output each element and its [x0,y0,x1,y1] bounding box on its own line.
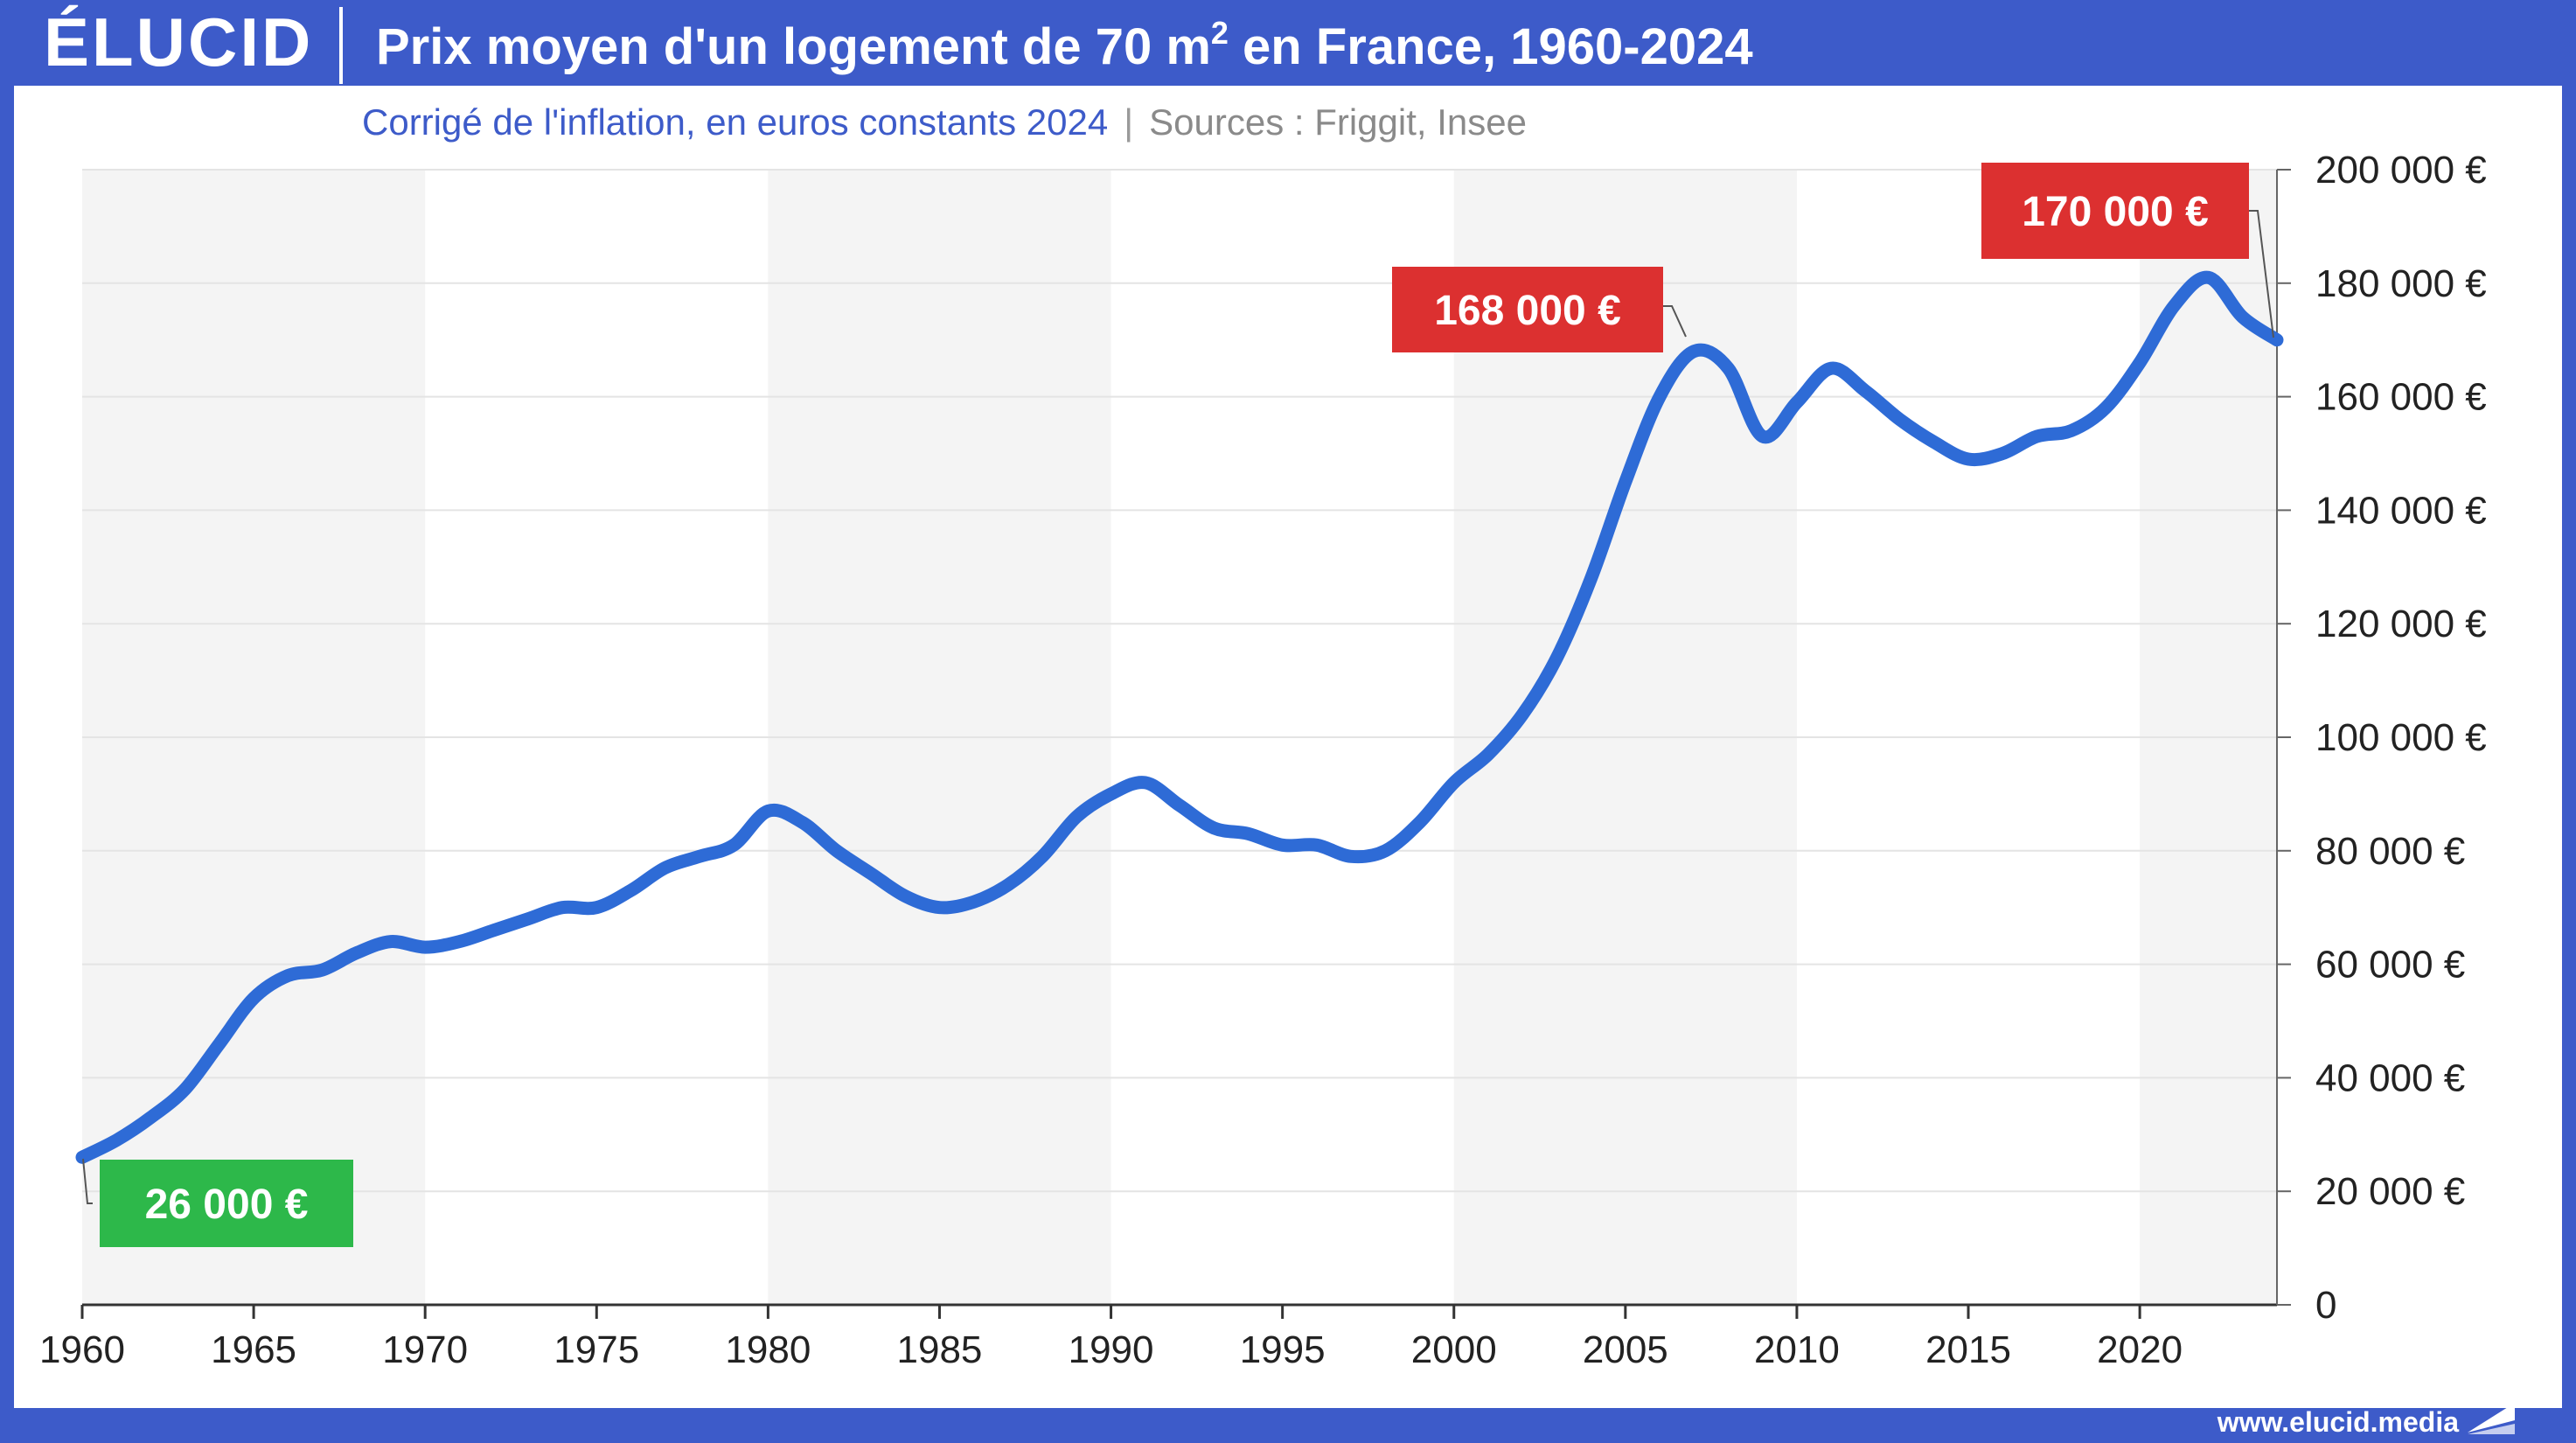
x-tick-label: 2015 [1925,1328,2011,1371]
x-tick-label: 1990 [1069,1328,1154,1371]
footer-url[interactable]: www.elucid.media [2217,1406,2459,1438]
annotation-box-0 [100,1160,353,1247]
gridlines [82,169,2277,1193]
x-tick-label: 1980 [725,1328,811,1371]
annotation-leader-0 [82,1158,93,1204]
y-tick-label: 20 000 € [2315,1170,2465,1213]
x-tick-label: 2010 [1754,1328,1840,1371]
chart-subtitle: Corrigé de l'inflation, en euros constan… [362,94,1527,150]
y-tick-label: 40 000 € [2315,1056,2465,1099]
x-tick-label: 1970 [382,1328,468,1371]
chart-title: Prix moyen d'un logement de 70 m2 en Fra… [376,7,1753,87]
x-axis-ticks: 1960 1965 1970 1975 1980 1985 1990 1995 2000 2005… [39,1305,2183,1371]
subtitle-main: Corrigé de l'inflation, en euros constan… [362,101,1109,143]
annotation-box-2 [1981,163,2249,259]
annotation-box-1 [1392,267,1663,352]
x-tick-label: 2005 [1583,1328,1668,1371]
y-tick-label: 200 000 € [2315,149,2487,192]
x-tick-label: 1965 [211,1328,296,1371]
y-tick-label: 60 000 € [2315,944,2465,986]
y-tick-label: 80 000 € [2315,830,2465,873]
subtitle-sources: Sources : Friggit, Insee [1149,101,1527,143]
elucid-logo[interactable]: ÉLUCID [44,3,314,80]
subtitle-separator: | [1124,101,1134,143]
x-tick-label: 1995 [1240,1328,1326,1371]
header-divider [339,7,343,84]
annotation-label-1: 168 000 € [1434,288,1621,334]
x-tick-label: 1985 [897,1328,983,1371]
y-tick-label: 140 000 € [2315,489,2487,532]
chart-panel [14,86,2562,1408]
y-axis-ticks: 0 20 000 € 40 000 € 60 000 € 80 000 € 100 000… [2277,149,2487,1327]
annotation-leader-1 [1663,305,1687,338]
y-tick-label: 100 000 € [2315,716,2487,759]
title-prefix: Prix moyen d'un logement de 70 m [376,18,1211,75]
title-superscript: 2 [1210,15,1229,51]
y-tick-label: 180 000 € [2315,262,2487,305]
title-suffix: en France, 1960-2024 [1228,18,1753,75]
price-series-line [75,270,2284,1164]
y-tick-label: 0 [2315,1284,2336,1327]
x-tick-label: 2020 [2097,1328,2183,1371]
header-bar: ÉLUCID Prix moyen d'un logement de 70 m2… [0,0,2576,86]
x-tick-label: 1960 [39,1328,125,1371]
annotation-leader-2 [2249,210,2274,338]
elucid-mark-icon [2468,1403,2515,1434]
annotation-label-2: 170 000 € [2022,189,2209,235]
x-tick-label: 1975 [553,1328,639,1371]
annotations: 26 000 € 168 000 € 170 000 € [82,163,2274,1247]
y-tick-label: 160 000 € [2315,376,2487,419]
x-tick-label: 2000 [1411,1328,1497,1371]
annotation-label-0: 26 000 € [145,1182,309,1228]
y-tick-label: 120 000 € [2315,603,2487,645]
